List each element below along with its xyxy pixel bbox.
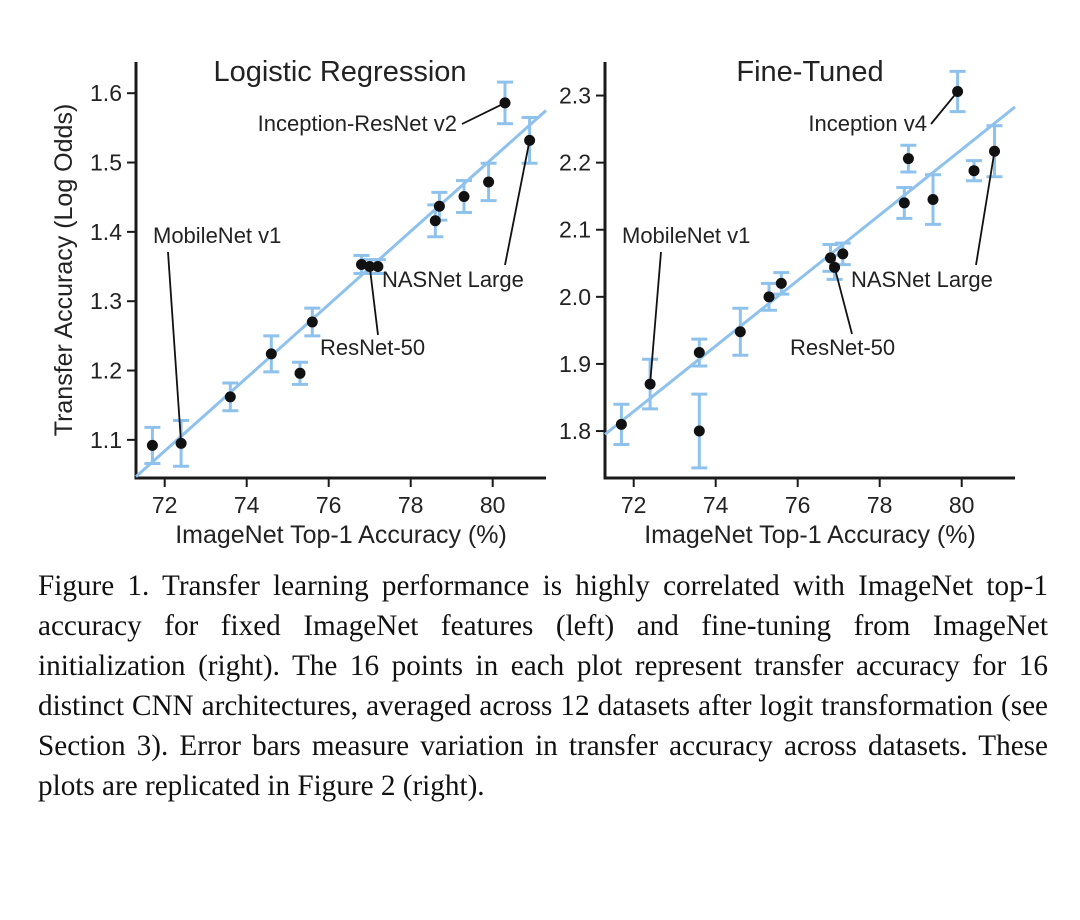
data-point	[146, 439, 158, 451]
figure-caption: Figure 1. Transfer learning performance …	[38, 570, 1048, 802]
chart-title: Logistic Regression	[213, 56, 466, 88]
x-tick-label: 80	[480, 492, 506, 518]
y-tick-label: 2.0	[559, 284, 591, 310]
annotation-leader	[504, 140, 531, 266]
data-point	[775, 277, 787, 289]
x-tick-label: 76	[316, 492, 342, 518]
x-tick-label: 74	[234, 492, 260, 518]
annotation-label: Inception-ResNet v2	[258, 111, 457, 136]
annotation-label: NASNet Large	[382, 267, 524, 292]
data-point	[825, 252, 836, 264]
data-point	[294, 367, 306, 379]
annotation-leader	[461, 102, 506, 125]
y-tick-label: 1.6	[90, 80, 122, 106]
x-tick-label: 72	[621, 492, 647, 518]
annotation-label: MobileNet v1	[153, 223, 281, 248]
data-point	[483, 176, 495, 188]
data-point	[433, 200, 445, 212]
trend-line	[604, 105, 1016, 436]
data-point	[837, 248, 849, 260]
data-point	[265, 348, 277, 360]
y-tick-label: 2.1	[559, 217, 591, 243]
right-chart: 72 74 76 78 80 1.8 1.9 2.0 2.1 2.2 2.3 MobileNet v1…	[559, 56, 1016, 549]
y-tick-label: 2.3	[559, 83, 591, 109]
figure-1: 72 74 76 78 80 1.1 1.2 1.3 1.4 1.5 1.6 MobileNet v1…	[50, 56, 1016, 549]
x-tick-label: 78	[867, 492, 893, 518]
data-point	[968, 165, 980, 177]
annotation-leader	[368, 266, 379, 336]
y-tick-label: 1.4	[90, 219, 122, 245]
y-axis-label: Transfer Accuracy (Log Odds)	[50, 104, 78, 437]
annotation-leader	[930, 90, 959, 125]
y-tick-label: 1.2	[90, 358, 122, 384]
annotation-leader	[833, 267, 853, 335]
y-tick-label: 1.8	[559, 418, 591, 444]
annotation-leader	[167, 251, 182, 444]
data-point	[615, 418, 627, 430]
left-chart: 72 74 76 78 80 1.1 1.2 1.3 1.4 1.5 1.6 MobileNet v1…	[50, 56, 547, 549]
x-tick-label: 80	[949, 492, 975, 518]
annotation-label: ResNet-50	[790, 335, 895, 360]
x-tick-label: 76	[785, 492, 811, 518]
chart-title: Fine-Tuned	[736, 56, 883, 88]
trend-line	[135, 109, 547, 478]
annotation-label: MobileNet v1	[622, 223, 750, 248]
x-tick-label: 78	[398, 492, 424, 518]
annotation-leader	[975, 151, 996, 266]
y-tick-label: 1.9	[559, 351, 591, 377]
annotation-leader	[649, 251, 662, 385]
y-tick-label: 1.1	[90, 427, 122, 453]
y-tick-label: 2.2	[559, 150, 591, 176]
annotation-label: NASNet Large	[851, 267, 993, 292]
x-tick-label: 74	[703, 492, 729, 518]
x-axis-label: ImageNet Top-1 Accuracy (%)	[644, 521, 976, 549]
y-tick-label: 1.3	[90, 288, 122, 314]
x-tick-label: 72	[152, 492, 178, 518]
x-axis-label: ImageNet Top-1 Accuracy (%)	[175, 521, 507, 549]
annotation-label: Inception v4	[808, 111, 927, 136]
data-point	[306, 316, 318, 328]
data-point	[927, 194, 939, 206]
y-tick-label: 1.5	[90, 150, 122, 176]
data-point	[734, 326, 746, 338]
data-point	[429, 215, 441, 227]
data-point	[693, 347, 705, 359]
data-point	[898, 197, 910, 209]
data-point	[763, 291, 775, 303]
data-point	[902, 153, 914, 165]
data-point	[372, 261, 384, 273]
data-point	[458, 191, 470, 203]
data-point	[224, 391, 236, 403]
annotation-label: ResNet-50	[320, 335, 425, 360]
data-point	[693, 425, 705, 437]
